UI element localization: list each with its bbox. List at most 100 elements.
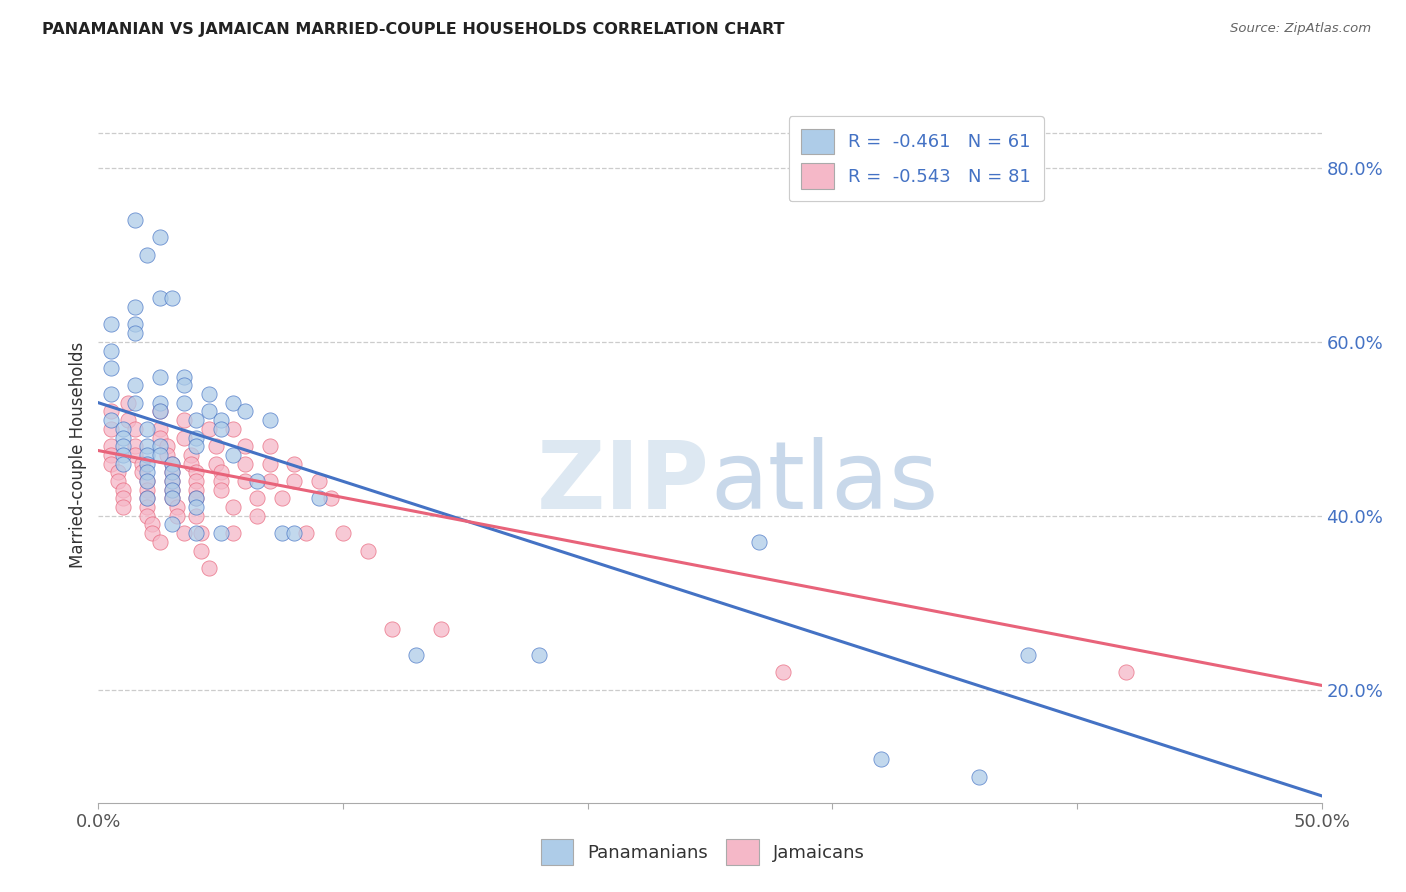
Point [124,378,146,392]
Point [222,422,245,436]
Point [149,395,172,409]
Legend: R =  -0.461   N = 61, R =  -0.543   N = 81: R = -0.461 N = 61, R = -0.543 N = 81 [789,116,1043,202]
Point [136,248,159,262]
Point [319,491,342,506]
Point [197,422,219,436]
Point [160,491,183,506]
Point [160,474,183,488]
Point [107,466,129,480]
Point [197,387,219,401]
Point [100,361,122,376]
Point [186,500,208,514]
Point [332,526,354,541]
Point [111,430,134,444]
Point [149,430,172,444]
Point [190,526,212,541]
Point [381,622,404,636]
Point [160,457,183,471]
Point [186,491,208,506]
Point [186,413,208,427]
Point [173,413,195,427]
Point [246,491,269,506]
Point [100,439,122,453]
Text: PANAMANIAN VS JAMAICAN MARRIED-COUPLE HOUSEHOLDS CORRELATION CHART: PANAMANIAN VS JAMAICAN MARRIED-COUPLE HO… [42,22,785,37]
Point [283,474,305,488]
Point [136,508,159,523]
Point [156,448,179,462]
Point [259,413,281,427]
Point [430,622,453,636]
Point [209,474,232,488]
Point [136,491,159,506]
Point [160,466,183,480]
Point [124,448,146,462]
Point [180,457,202,471]
Point [111,422,134,436]
Point [136,491,159,506]
Point [186,526,208,541]
Point [270,491,294,506]
Point [160,491,183,506]
Point [149,291,172,305]
Point [124,213,146,227]
Point [233,457,256,471]
Point [124,318,146,332]
Point [222,500,245,514]
Point [160,483,183,497]
Point [870,752,893,766]
Point [149,534,172,549]
Point [186,466,208,480]
Point [124,300,146,314]
Point [186,474,208,488]
Point [209,413,232,427]
Point [131,457,153,471]
Point [283,526,305,541]
Point [160,291,183,305]
Text: Source: ZipAtlas.com: Source: ZipAtlas.com [1230,22,1371,36]
Point [100,448,122,462]
Text: ZIP: ZIP [537,437,710,529]
Point [149,369,172,384]
Point [186,430,208,444]
Point [111,491,134,506]
Point [1115,665,1137,680]
Point [190,543,212,558]
Point [259,474,281,488]
Point [124,439,146,453]
Point [166,500,188,514]
Point [117,395,139,409]
Point [136,422,159,436]
Point [173,395,195,409]
Point [222,448,245,462]
Point [111,483,134,497]
Point [136,448,159,462]
Point [209,483,232,497]
Point [259,457,281,471]
Point [111,457,134,471]
Point [136,483,159,497]
Point [107,474,129,488]
Point [259,439,281,453]
Point [136,474,159,488]
Point [156,439,179,453]
Point [141,526,163,541]
Point [270,526,294,541]
Point [748,534,770,549]
Point [283,457,305,471]
Point [209,466,232,480]
Point [100,387,122,401]
Point [124,422,146,436]
Point [111,500,134,514]
Point [111,448,134,462]
Point [149,230,172,244]
Point [100,404,122,418]
Point [100,422,122,436]
Point [186,491,208,506]
Point [124,395,146,409]
Point [222,395,245,409]
Point [967,770,990,784]
Point [149,439,172,453]
Point [117,413,139,427]
Point [209,422,232,436]
Point [160,517,183,532]
